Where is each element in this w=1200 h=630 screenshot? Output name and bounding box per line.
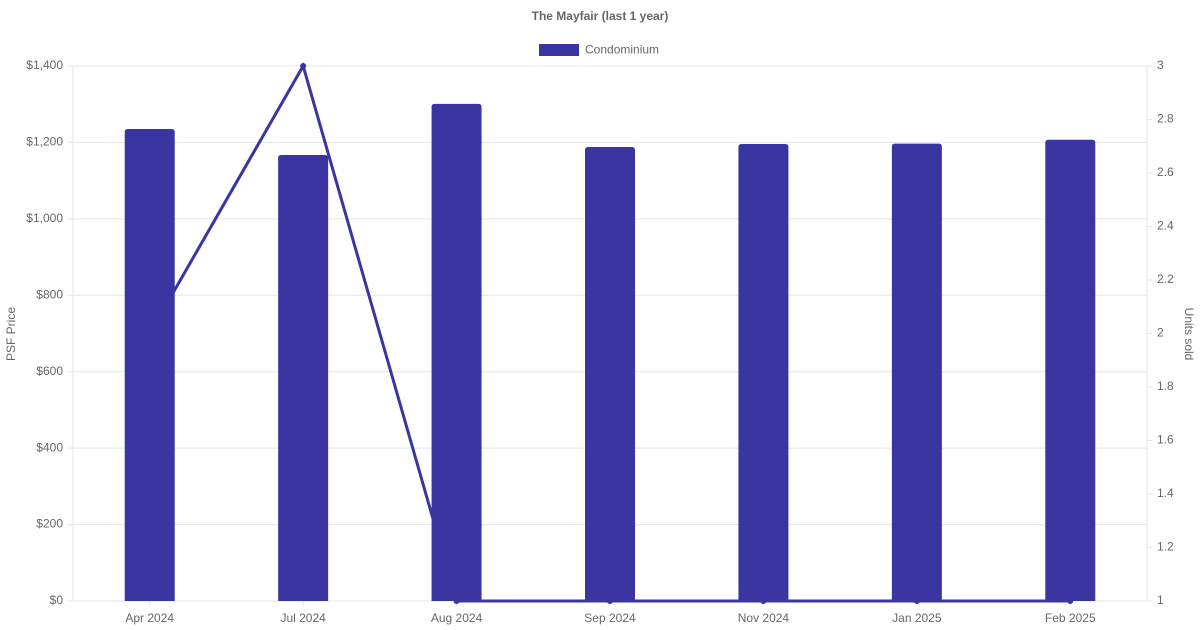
y2-axis-label: Units sold <box>1182 308 1196 361</box>
x-tick-label: Nov 2024 <box>738 611 790 625</box>
y-tick-label: $800 <box>36 287 63 301</box>
x-tick-label: Apr 2024 <box>125 611 174 625</box>
x-tick-label: Jul 2024 <box>280 611 326 625</box>
bar <box>278 155 329 601</box>
y-tick-label: $1,000 <box>26 211 63 225</box>
bar <box>124 129 175 601</box>
y-tick-label: $1,200 <box>26 135 63 149</box>
x-tick-label: Aug 2024 <box>431 611 483 625</box>
x-tick-label: Feb 2025 <box>1045 611 1096 625</box>
y2-tick-label: 2.8 <box>1157 112 1174 126</box>
chart-title: The Mayfair (last 1 year) <box>532 9 669 23</box>
y2-tick-label: 3 <box>1157 58 1164 72</box>
x-tick-label: Jan 2025 <box>892 611 942 625</box>
y2-tick-label: 2 <box>1157 326 1164 340</box>
line-point <box>300 63 307 69</box>
legend-swatch <box>539 44 579 56</box>
bar <box>891 143 942 601</box>
y2-tick-label: 1.2 <box>1157 540 1174 554</box>
y-tick-label: $600 <box>36 364 63 378</box>
y2-tick-label: 1 <box>1157 593 1164 607</box>
y-tick-label: $0 <box>50 593 64 607</box>
y2-tick-label: 2.4 <box>1157 219 1174 233</box>
bar <box>1045 139 1096 601</box>
y-tick-label: $1,400 <box>26 58 63 72</box>
bar <box>738 143 789 601</box>
y2-tick-label: 1.8 <box>1157 379 1174 393</box>
legend-label: Condominium <box>585 43 659 57</box>
x-tick-label: Sep 2024 <box>584 611 636 625</box>
y-tick-label: $200 <box>36 517 63 531</box>
bar <box>431 103 482 601</box>
y-axis-label: PSF Price <box>4 307 18 361</box>
y2-tick-label: 2.6 <box>1157 165 1174 179</box>
y-tick-label: $400 <box>36 440 63 454</box>
y2-tick-label: 2.2 <box>1157 272 1174 286</box>
bar <box>585 147 635 601</box>
y2-tick-label: 1.6 <box>1157 433 1174 447</box>
y2-tick-label: 1.4 <box>1157 486 1174 500</box>
